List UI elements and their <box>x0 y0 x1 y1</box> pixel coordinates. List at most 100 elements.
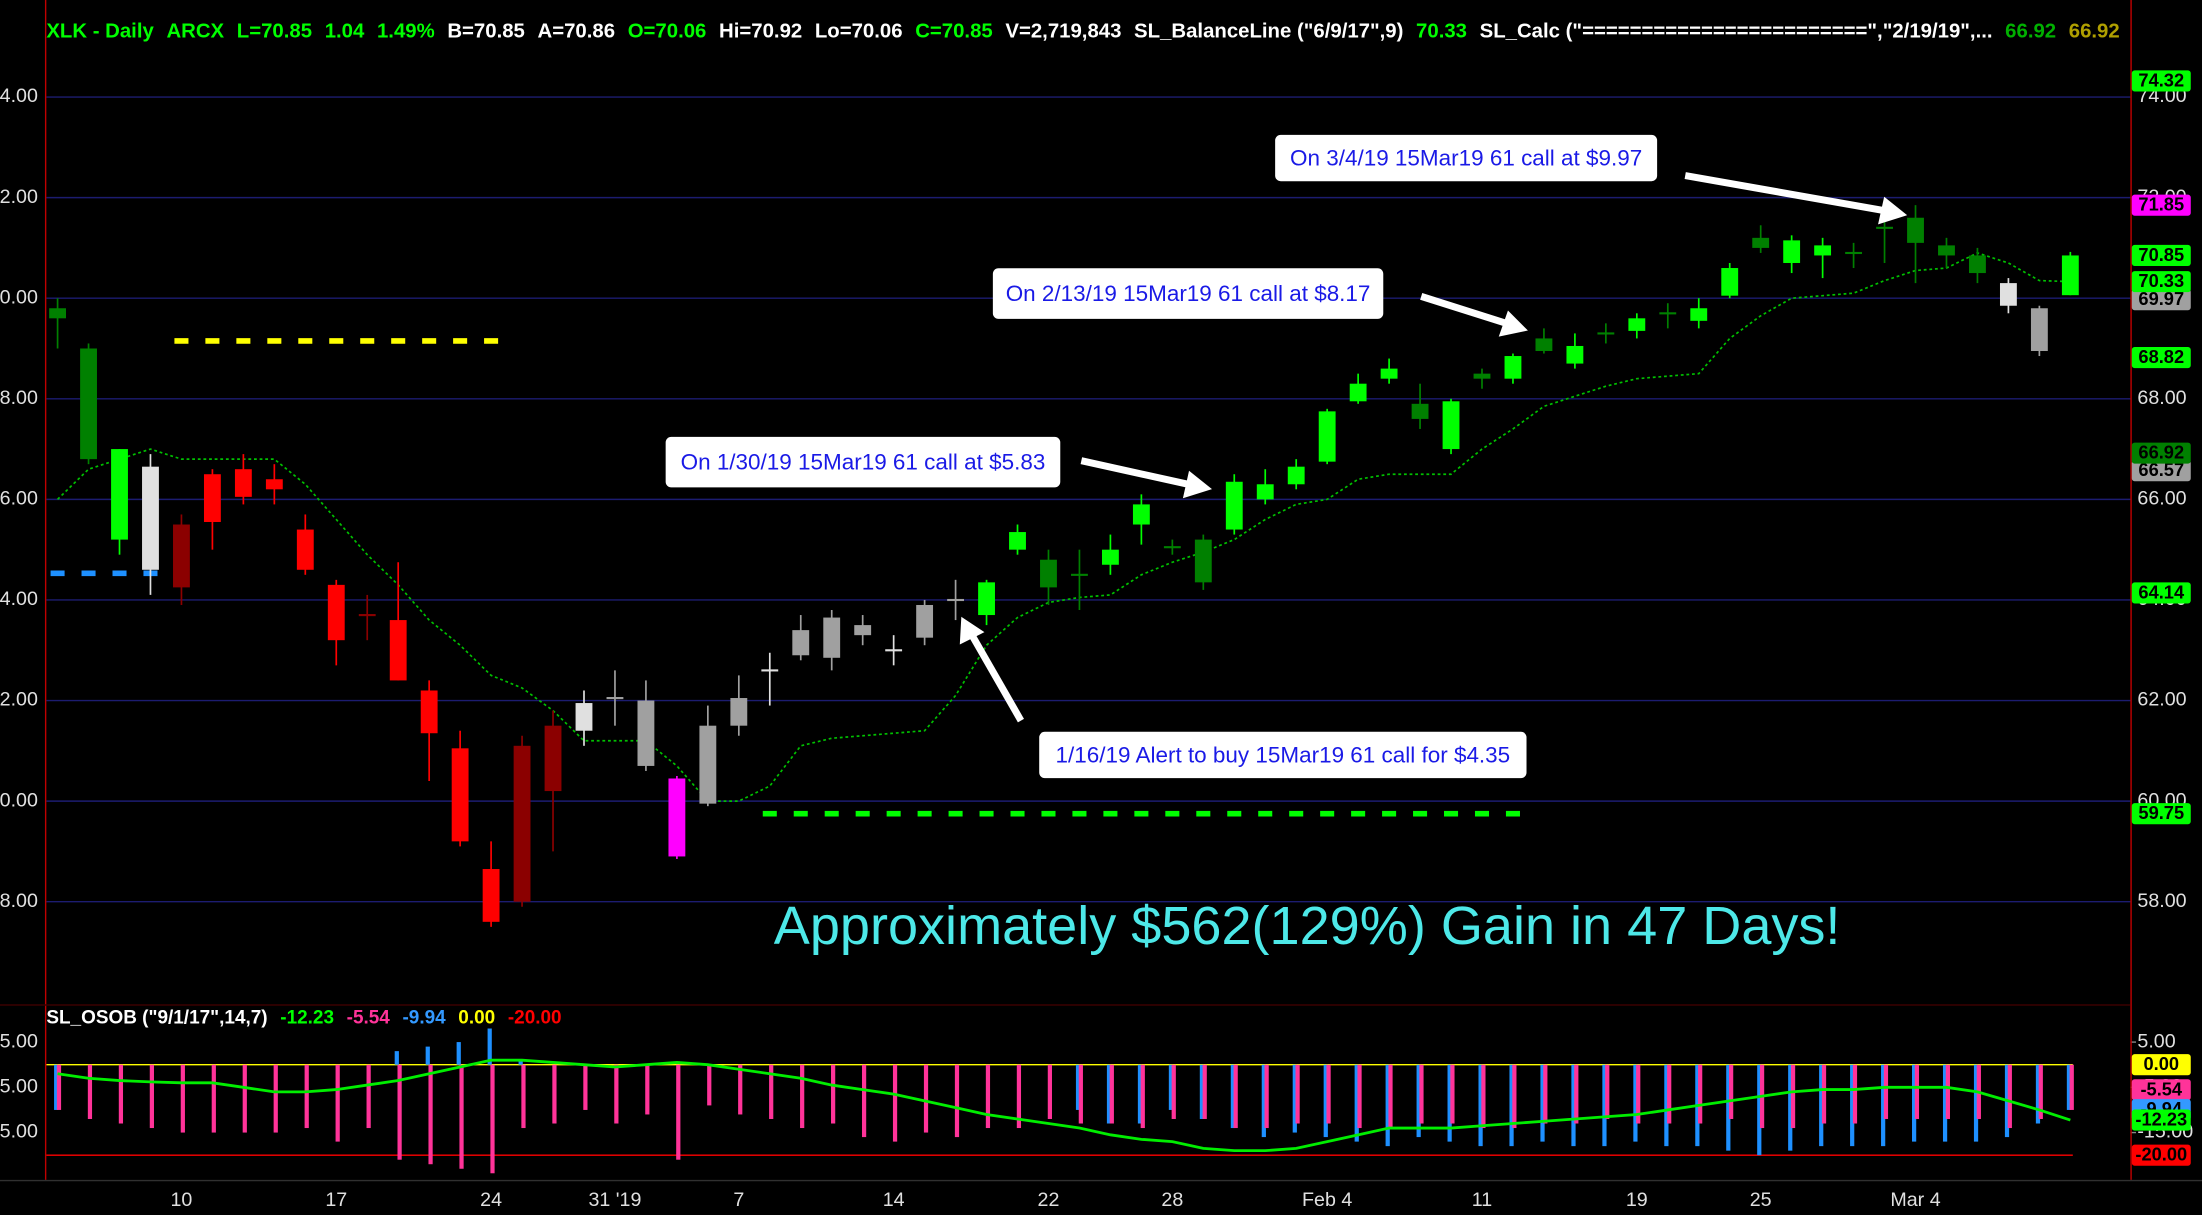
osob-line <box>57 1058 2071 1153</box>
y-tick-label: 66.00 <box>2137 488 2186 510</box>
candle-body <box>1845 251 1863 255</box>
y-tick-label-left: 62.00 <box>0 689 38 711</box>
headline: Approximately $562(129%) Gain in 47 Days… <box>774 896 1841 956</box>
osob-bar <box>1233 1064 1238 1129</box>
candle-body <box>265 479 283 490</box>
price-badge-label: 68.82 <box>2138 346 2184 367</box>
candle-body <box>606 697 624 700</box>
osob-bar <box>1323 1064 1328 1138</box>
arrow <box>1420 293 1507 327</box>
status-item: Lo=70.06 <box>815 21 903 43</box>
callout-box <box>1275 134 1658 182</box>
candle-body <box>699 725 717 804</box>
osob-bar <box>1788 1064 1793 1151</box>
osob-bar <box>1388 1064 1393 1129</box>
candle-body <box>947 598 965 602</box>
x-tick-label: 11 <box>1472 1189 1492 1211</box>
price-badge-label: 59.75 <box>2138 802 2184 823</box>
price-badge-label: 66.92 <box>2138 442 2184 463</box>
osob-bar <box>394 1051 399 1065</box>
osob-bar <box>1945 1064 1950 1119</box>
osob-bar <box>1757 1064 1762 1156</box>
osob-bar <box>1230 1064 1235 1129</box>
x-tick-label: 28 <box>1161 1189 1183 1211</box>
candle-body <box>792 630 810 656</box>
osob-bar <box>861 1064 867 1138</box>
osob-bar <box>800 1064 805 1129</box>
status-item: B=70.85 <box>447 21 525 43</box>
y-tick-label-left: 64.00 <box>0 588 38 610</box>
status-item: 66.92 <box>2069 21 2120 43</box>
osob-bar <box>1106 1064 1112 1124</box>
price-badge <box>2131 194 2191 216</box>
candle-body <box>1380 368 1398 379</box>
price-badge-label: 66.57 <box>2138 459 2184 480</box>
x-tick-label: 17 <box>325 1189 347 1211</box>
osob-bar <box>1140 1064 1145 1129</box>
candle-body <box>1628 318 1646 331</box>
status-item: XLK - Daily <box>46 21 154 43</box>
osob-bar <box>242 1064 247 1133</box>
callout-text: On 3/4/19 15Mar19 61 call at $9.97 <box>1290 145 1642 170</box>
osob-bar <box>1636 1064 1641 1124</box>
price-badge <box>2131 1109 2191 1131</box>
osob-bar <box>1605 1064 1610 1119</box>
candle-body <box>173 524 190 588</box>
x-tick-label: 10 <box>171 1189 193 1211</box>
osob-bar <box>1540 1064 1545 1142</box>
osob-bar <box>1726 1064 1731 1151</box>
candle-body <box>1411 403 1429 419</box>
candle-body <box>1101 549 1119 565</box>
osob-bar <box>1852 1064 1858 1124</box>
candle-body <box>482 869 500 922</box>
candle-body <box>544 725 562 792</box>
candle-body <box>823 617 841 658</box>
y-tick-label: 62.00 <box>2137 689 2186 711</box>
osob-bar <box>985 1064 991 1129</box>
arrow-head <box>1182 470 1213 499</box>
osob-bar <box>676 1064 681 1160</box>
osob-bar <box>1574 1064 1579 1124</box>
osob-bar <box>831 1064 836 1124</box>
osob-bar <box>769 1064 774 1119</box>
candle-body <box>1225 481 1243 530</box>
osob-bar <box>118 1064 124 1124</box>
status-item: SL_BalanceLine ("6/9/17",9) <box>1134 21 1403 43</box>
callout-text: On 1/30/19 15Mar19 61 call at $5.83 <box>681 449 1046 474</box>
status-item: -20.00 <box>508 1007 562 1028</box>
y-tick-label-left: 60.00 <box>0 789 38 811</box>
osob-bar <box>1912 1064 1917 1142</box>
candle-body <box>358 614 376 617</box>
candle-body <box>1009 532 1026 550</box>
candle-body <box>203 474 221 523</box>
arrow-head <box>1498 310 1528 337</box>
y-tick-label: 5.00 <box>2137 1030 2175 1052</box>
status-item: 0.00 <box>458 1007 495 1028</box>
status-item: Hi=70.92 <box>719 21 802 43</box>
status-item: 66.92 <box>2005 21 2056 43</box>
osob-bar <box>518 1060 523 1065</box>
candle-body <box>885 649 903 652</box>
osob-bar <box>1264 1064 1269 1129</box>
candle-body <box>916 604 934 638</box>
osob-bar <box>1171 1064 1176 1119</box>
status-item: SL_Calc ("========================","2/1… <box>1480 21 1993 43</box>
osob-bar <box>1326 1064 1331 1124</box>
osob-bar <box>1385 1064 1390 1147</box>
price-badge-label: 69.97 <box>2138 288 2184 309</box>
price-badge <box>2131 460 2191 482</box>
price-badge <box>2131 582 2191 604</box>
price-badge <box>2131 803 2191 825</box>
status-item: -5.54 <box>347 1007 391 1028</box>
osob-bar <box>180 1064 185 1133</box>
price-badge-label: -5.54 <box>2140 1078 2182 1099</box>
status-item: 1.49% <box>377 21 435 43</box>
candle-body <box>1876 226 1893 229</box>
price-badge-label: 71.85 <box>2138 194 2184 215</box>
candle-body <box>1814 245 1832 256</box>
osob-bar <box>1850 1064 1855 1147</box>
price-badge-label: 70.33 <box>2138 270 2184 291</box>
price-badge <box>2131 1054 2191 1076</box>
price-badge <box>2131 1079 2191 1101</box>
price-badge <box>2131 70 2191 92</box>
